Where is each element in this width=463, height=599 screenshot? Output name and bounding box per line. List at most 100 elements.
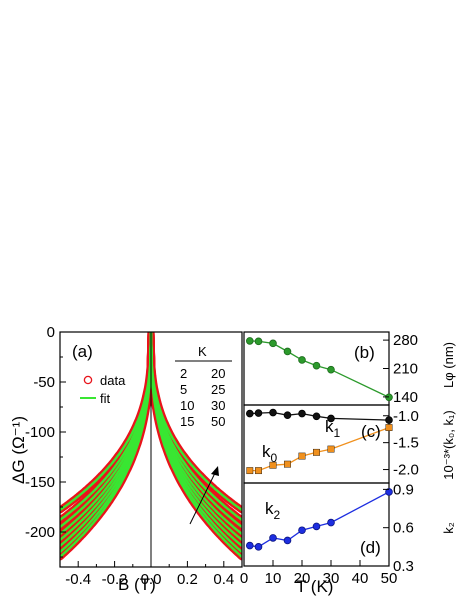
panel-d-plot: 0.9 0.6 0.3 0 10 20 30 40 50 xyxy=(240,481,414,587)
panel-a-xtick-label: 0.0 xyxy=(141,571,162,588)
Lphi-point xyxy=(246,337,254,345)
fit-line-30K xyxy=(60,332,242,521)
k1-point xyxy=(385,424,393,431)
temp-table-cell: 25 xyxy=(211,382,225,397)
k1-point xyxy=(284,460,291,468)
k1-point xyxy=(255,467,262,475)
d-plot-ytick-label: 0.9 xyxy=(393,481,414,498)
panel-c-label: (c) xyxy=(361,422,381,441)
fit-line-25K xyxy=(60,332,242,528)
c-plot-ytick-label: -1.0 xyxy=(393,408,419,425)
Lphi-point xyxy=(327,365,335,374)
d-plot-ytick-label: 0.3 xyxy=(393,558,414,575)
panel-d-xtick-label: 40 xyxy=(352,570,369,587)
panel-d-xtick-label: 10 xyxy=(265,570,282,587)
panel-a-ytick-label: 0 xyxy=(47,324,55,341)
Lphi-point xyxy=(254,337,263,346)
temp-table-header: K xyxy=(198,344,207,359)
k0-point xyxy=(246,409,254,418)
temp-table-cell: 5 xyxy=(180,382,187,397)
temp-table-cell: 10 xyxy=(180,398,194,413)
panel-a-ylabel: ΔG (Ω⁻¹) xyxy=(9,416,28,484)
panel-d-xtick-label: 0 xyxy=(240,570,248,587)
c-plot-ytick-label: -2.0 xyxy=(393,462,419,479)
temp-table-cell: 15 xyxy=(180,414,194,429)
fit-line-10K xyxy=(60,332,242,547)
panel-a-xtick-label: 0.4 xyxy=(213,571,234,588)
c-plot-ytick-label: -1.5 xyxy=(393,435,419,452)
k0-label: k0 xyxy=(262,442,278,465)
k2-point xyxy=(327,518,335,527)
panel-c-plot: -2.0 -1.5 -1.0 xyxy=(246,408,419,479)
b-plot-ytick-label: 140 xyxy=(393,389,418,406)
temp-table-cell: 50 xyxy=(211,414,225,429)
k2-point xyxy=(246,541,254,550)
k1-point xyxy=(298,452,306,460)
panel-d-xtick-label: 50 xyxy=(381,570,398,587)
k2-point xyxy=(269,534,277,542)
k2-point xyxy=(385,488,393,496)
panel-a-xtick-label: -0.4 xyxy=(65,571,91,588)
temperature-arrow-head xyxy=(211,466,219,476)
panel-d: 0.9 0.6 0.3 0 10 20 30 40 50 (d) k2 T (K) k₂ xyxy=(240,481,456,596)
k2-point xyxy=(254,543,263,551)
k0-point xyxy=(385,416,393,424)
k0-point xyxy=(312,412,321,421)
fit-line-20K xyxy=(60,332,242,535)
panel-a-label: (a) xyxy=(72,342,93,361)
panel-a-xlabel: B (T) xyxy=(118,575,156,594)
panel-a-ytick-label: -50 xyxy=(33,374,55,391)
panel-d-label: (d) xyxy=(360,538,381,557)
panel-d-xtick-label: 30 xyxy=(323,570,340,587)
fit-line-5K xyxy=(60,332,242,553)
k2-point xyxy=(312,522,321,531)
legend-fit-label: fit xyxy=(100,391,111,406)
panel-a-ytick-label: -150 xyxy=(25,474,55,491)
panel-d-xtick-label: 20 xyxy=(294,570,311,587)
k1-point xyxy=(269,461,277,469)
k1-point xyxy=(313,448,320,456)
panel-a-ticks: -0.4 -0.2 0.0 0.2 0.4 0 -50 -100 -150 -200 xyxy=(25,324,243,588)
fit-line-15K xyxy=(60,332,242,541)
k1-point xyxy=(246,467,254,475)
temp-table-cell: 30 xyxy=(211,398,225,413)
Lphi-point xyxy=(312,361,321,370)
temp-table-cell: 2 xyxy=(180,366,187,381)
panel-a-xtick-label: 0.2 xyxy=(177,571,198,588)
k1-label: k1 xyxy=(325,417,341,440)
k2-label: k2 xyxy=(265,499,281,522)
k0-point xyxy=(254,409,263,417)
panel-d-frame xyxy=(243,482,390,567)
panel-d-ylabel: k₂ xyxy=(441,522,456,534)
temp-table-cell: 20 xyxy=(211,366,225,381)
k0-point xyxy=(327,414,335,423)
Lphi-point xyxy=(298,356,306,364)
panel-d-xlabel: T (K) xyxy=(296,577,333,596)
panel-c: -2.0 -1.5 -1.0 (c) k1 k0 10⁻³*(k₀, k₁) xyxy=(243,404,456,484)
Lphi-point xyxy=(283,347,292,356)
panel-a-xtick-label: -0.2 xyxy=(102,571,128,588)
panel-a-ytick-label: -100 xyxy=(25,424,55,441)
k0-point xyxy=(298,409,306,418)
panel-a-ytick-label: -200 xyxy=(25,524,55,541)
panel-c-ylabel: 10⁻³*(k₀, k₁) xyxy=(441,410,456,479)
fit-line-2K xyxy=(60,332,242,558)
legend-data-label: data xyxy=(100,373,126,388)
b-plot-ytick-label: 280 xyxy=(393,332,418,349)
Lphi-point xyxy=(269,339,277,348)
panel-b-ylabel: Lφ (nm) xyxy=(441,342,456,388)
panel-a: -0.4 -0.2 0.0 0.2 0.4 0 -50 -100 -150 -200 (a) da… xyxy=(9,324,243,594)
k0-point xyxy=(269,408,277,417)
d-plot-ytick-label: 0.6 xyxy=(393,520,414,537)
b-plot-ytick-label: 210 xyxy=(393,361,418,378)
temperature-arrow-shaft xyxy=(189,470,217,525)
legend-data-marker xyxy=(83,375,93,385)
k1-point xyxy=(327,445,335,453)
panel-b: 280 210 140 (b) Lφ (nm) xyxy=(243,331,456,406)
panel-b-label: (b) xyxy=(354,343,375,362)
k2-point xyxy=(283,536,292,545)
panel-b-plot: 280 210 140 xyxy=(246,332,418,406)
temp-table: 2 20 5 25 10 30 15 50 xyxy=(180,366,225,429)
k0-point xyxy=(283,411,292,420)
